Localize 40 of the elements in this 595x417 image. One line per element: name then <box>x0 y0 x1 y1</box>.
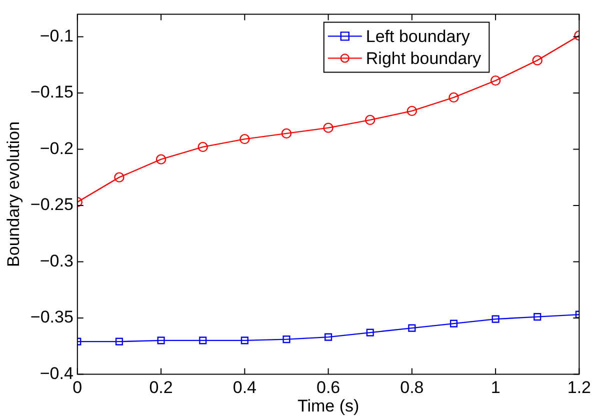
y-tick-label: −0.2 <box>40 138 74 158</box>
y-tick-label: −0.1 <box>40 26 74 46</box>
point <box>448 92 459 103</box>
x-tick-label: 1 <box>490 378 500 398</box>
y-axis-title: Boundary evolution <box>4 121 23 267</box>
point <box>156 154 166 164</box>
x-tick-label: 0.2 <box>149 378 173 398</box>
point <box>406 106 418 116</box>
point <box>408 324 416 332</box>
point <box>198 142 208 152</box>
point <box>450 320 458 328</box>
point <box>490 75 501 86</box>
point <box>282 336 290 344</box>
point <box>532 55 542 66</box>
point <box>199 336 207 344</box>
x-tick-label: 0 <box>72 378 82 398</box>
point <box>324 333 332 341</box>
x-tick-label: 1.2 <box>567 378 592 398</box>
point <box>365 114 376 126</box>
legend-label: Right boundary <box>366 48 482 68</box>
x-tick-label: 0.8 <box>400 378 424 398</box>
y-tick-label: −0.35 <box>30 308 74 327</box>
point <box>240 336 248 344</box>
point <box>281 128 292 139</box>
point <box>114 172 124 182</box>
legend-label: Left boundary <box>366 26 470 46</box>
x-tick-label: 0.6 <box>316 378 340 398</box>
point <box>240 134 250 144</box>
point <box>492 315 500 323</box>
x-axis-title: Time (s) <box>297 396 360 416</box>
y-tick-label: −0.4 <box>40 364 74 383</box>
point <box>534 313 542 321</box>
point <box>157 336 165 344</box>
point <box>323 122 334 133</box>
point <box>115 338 124 346</box>
y-tick-label: −0.25 <box>30 195 74 214</box>
point <box>366 328 374 336</box>
y-tick-label: −0.3 <box>40 251 74 270</box>
y-tick-label: −0.15 <box>30 82 74 102</box>
x-tick-label: 0.4 <box>232 378 256 398</box>
